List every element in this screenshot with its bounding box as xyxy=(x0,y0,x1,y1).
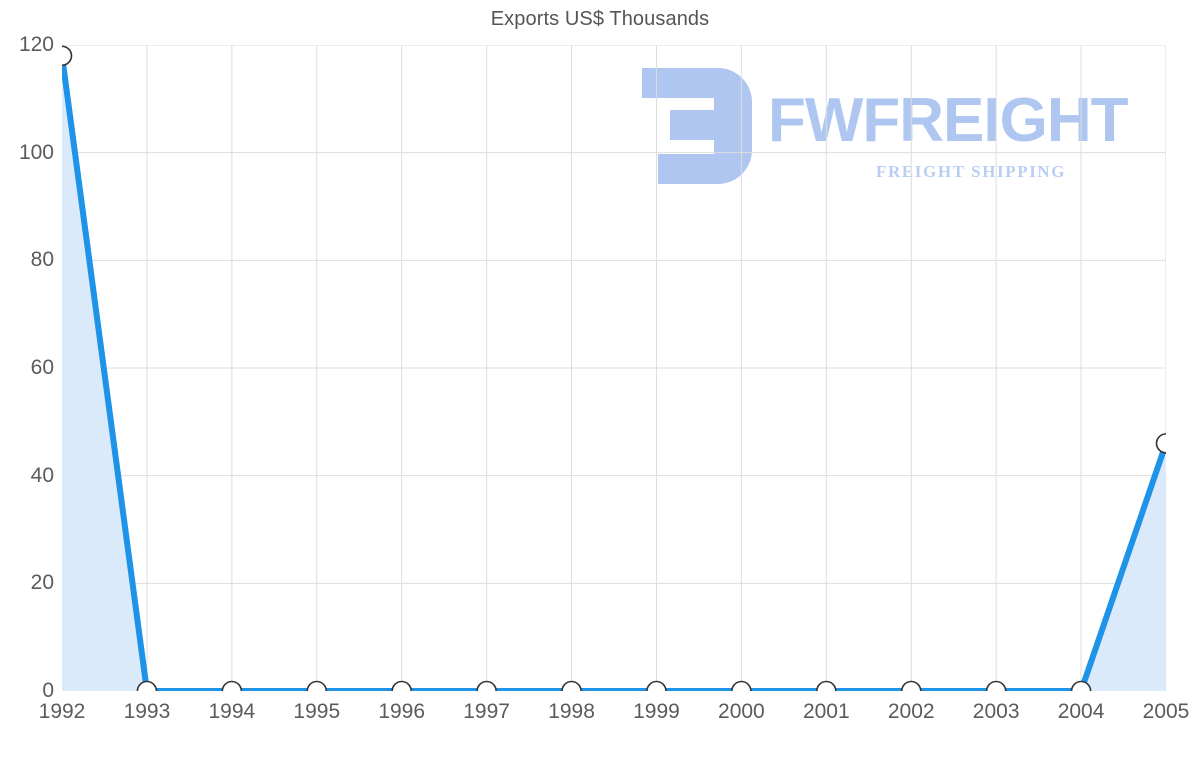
data-point-marker xyxy=(1157,434,1166,453)
x-axis-tick-label: 1998 xyxy=(548,700,595,723)
y-axis-tick-label: 40 xyxy=(30,463,54,487)
data-point-marker xyxy=(137,682,156,691)
x-axis-tick-label: 2005 xyxy=(1142,700,1190,723)
x-axis-tick-label: 2003 xyxy=(972,700,1020,723)
series-markers xyxy=(62,46,1166,691)
y-axis-tick-label: 60 xyxy=(30,356,54,379)
data-point-marker xyxy=(477,682,496,691)
data-point-marker xyxy=(987,682,1006,691)
data-point-marker xyxy=(307,682,326,691)
x-axis-tick-label: 2004 xyxy=(1057,700,1105,723)
x-axis-tick-label: 1993 xyxy=(123,700,171,723)
data-point-marker xyxy=(732,682,751,691)
y-axis-tick-label: 80 xyxy=(30,248,54,272)
chart-plot-area xyxy=(62,45,1166,691)
x-axis-tick-label: 2001 xyxy=(802,700,850,723)
data-point-marker xyxy=(222,682,241,691)
x-axis-tick-label: 2000 xyxy=(718,700,765,723)
x-axis-tick-label: 1996 xyxy=(378,700,426,723)
vertical-gridlines xyxy=(62,45,1166,691)
x-axis-tick-label: 1995 xyxy=(293,700,341,723)
x-axis-tick-label: 1997 xyxy=(463,700,510,723)
data-point-marker xyxy=(392,682,411,691)
horizontal-gridlines xyxy=(62,45,1166,691)
data-point-marker xyxy=(647,682,666,691)
chart-title: Exports US$ Thousands xyxy=(490,8,710,30)
y-axis-tick-label: 100 xyxy=(18,140,54,164)
data-point-marker xyxy=(1072,682,1091,691)
y-axis-tick-label: 0 xyxy=(42,679,54,702)
series-area-fill xyxy=(62,55,1166,691)
y-axis-tick-label: 120 xyxy=(18,33,54,56)
data-point-marker xyxy=(62,46,72,65)
data-point-marker xyxy=(562,682,581,691)
data-point-marker xyxy=(817,682,836,691)
x-axis-tick-label: 1999 xyxy=(633,700,680,723)
x-axis-tick-label: 2002 xyxy=(887,700,935,723)
y-axis-tick-label: 20 xyxy=(30,571,54,595)
x-axis-tick-label: 1992 xyxy=(38,700,86,723)
x-axis-tick-label: 1994 xyxy=(208,700,256,723)
data-point-marker xyxy=(902,682,921,691)
series-line xyxy=(62,56,1166,691)
